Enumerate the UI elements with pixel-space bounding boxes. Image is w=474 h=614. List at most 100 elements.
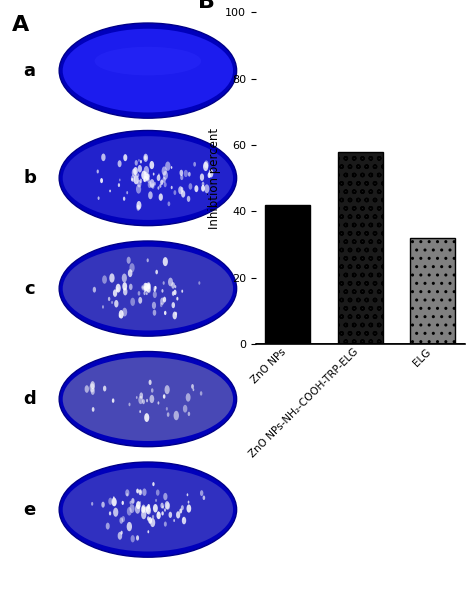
Ellipse shape [109, 273, 115, 282]
Ellipse shape [159, 184, 162, 188]
Ellipse shape [141, 506, 145, 513]
Ellipse shape [155, 270, 158, 274]
Ellipse shape [122, 273, 127, 282]
Ellipse shape [200, 391, 202, 395]
Ellipse shape [113, 508, 118, 517]
Ellipse shape [85, 385, 89, 393]
Ellipse shape [127, 257, 131, 264]
Ellipse shape [146, 292, 148, 295]
Ellipse shape [180, 169, 183, 176]
Ellipse shape [155, 286, 156, 289]
Ellipse shape [187, 196, 190, 202]
Ellipse shape [137, 180, 141, 187]
Ellipse shape [113, 289, 117, 297]
Ellipse shape [154, 182, 156, 185]
Ellipse shape [91, 502, 93, 506]
Ellipse shape [136, 396, 137, 399]
Ellipse shape [156, 511, 161, 519]
Ellipse shape [154, 289, 156, 292]
Ellipse shape [138, 297, 142, 304]
Ellipse shape [139, 179, 142, 183]
Ellipse shape [160, 298, 164, 305]
Ellipse shape [144, 166, 149, 175]
Ellipse shape [118, 183, 120, 187]
Ellipse shape [204, 184, 210, 193]
Ellipse shape [164, 385, 170, 394]
Ellipse shape [139, 501, 141, 504]
Text: d: d [23, 390, 36, 408]
Ellipse shape [137, 173, 139, 177]
Ellipse shape [159, 193, 163, 201]
Ellipse shape [139, 410, 141, 413]
Ellipse shape [146, 505, 150, 514]
Ellipse shape [157, 175, 160, 181]
Ellipse shape [100, 178, 103, 183]
Ellipse shape [109, 511, 111, 516]
Ellipse shape [127, 507, 132, 516]
Ellipse shape [103, 386, 106, 392]
Ellipse shape [149, 395, 154, 403]
Ellipse shape [131, 178, 133, 181]
Ellipse shape [163, 177, 166, 183]
Ellipse shape [141, 171, 146, 180]
Ellipse shape [176, 297, 178, 300]
Ellipse shape [147, 178, 150, 183]
Ellipse shape [178, 186, 183, 194]
Ellipse shape [186, 393, 191, 402]
Ellipse shape [160, 179, 163, 185]
Ellipse shape [153, 173, 155, 176]
Ellipse shape [147, 530, 149, 534]
Text: c: c [24, 279, 35, 298]
Ellipse shape [59, 131, 237, 225]
Ellipse shape [146, 282, 150, 289]
Ellipse shape [63, 468, 233, 551]
Ellipse shape [147, 504, 150, 509]
Ellipse shape [203, 162, 209, 171]
Ellipse shape [149, 179, 155, 188]
Ellipse shape [164, 311, 166, 315]
Ellipse shape [163, 394, 165, 398]
Ellipse shape [123, 196, 125, 201]
Ellipse shape [139, 490, 141, 493]
Ellipse shape [144, 413, 149, 422]
Ellipse shape [191, 384, 194, 389]
Ellipse shape [116, 287, 118, 292]
Ellipse shape [146, 507, 148, 511]
Ellipse shape [171, 282, 175, 289]
Ellipse shape [138, 489, 142, 495]
Ellipse shape [165, 501, 170, 510]
Ellipse shape [180, 174, 183, 180]
Ellipse shape [129, 263, 135, 273]
Ellipse shape [130, 298, 135, 306]
Ellipse shape [173, 519, 175, 522]
Ellipse shape [151, 183, 155, 189]
Ellipse shape [108, 498, 112, 505]
Ellipse shape [102, 275, 107, 284]
Ellipse shape [116, 284, 121, 293]
Ellipse shape [140, 160, 142, 163]
Ellipse shape [201, 185, 205, 192]
Text: a: a [24, 61, 36, 80]
Ellipse shape [181, 190, 185, 198]
Ellipse shape [141, 286, 144, 289]
Ellipse shape [111, 301, 113, 304]
Ellipse shape [142, 286, 144, 290]
Ellipse shape [137, 165, 142, 173]
Y-axis label: Inhibtion percent: Inhibtion percent [208, 128, 221, 228]
Ellipse shape [164, 508, 166, 511]
Bar [338, 152, 383, 344]
Ellipse shape [186, 505, 191, 513]
Text: B: B [198, 0, 215, 12]
Ellipse shape [144, 291, 146, 295]
Ellipse shape [141, 510, 143, 513]
Ellipse shape [188, 412, 190, 416]
Ellipse shape [123, 288, 128, 295]
Ellipse shape [134, 175, 139, 184]
Ellipse shape [125, 489, 129, 497]
Ellipse shape [161, 511, 164, 516]
Ellipse shape [183, 405, 187, 413]
Ellipse shape [136, 535, 139, 540]
Ellipse shape [164, 182, 167, 187]
Ellipse shape [181, 505, 184, 510]
Ellipse shape [119, 517, 123, 524]
